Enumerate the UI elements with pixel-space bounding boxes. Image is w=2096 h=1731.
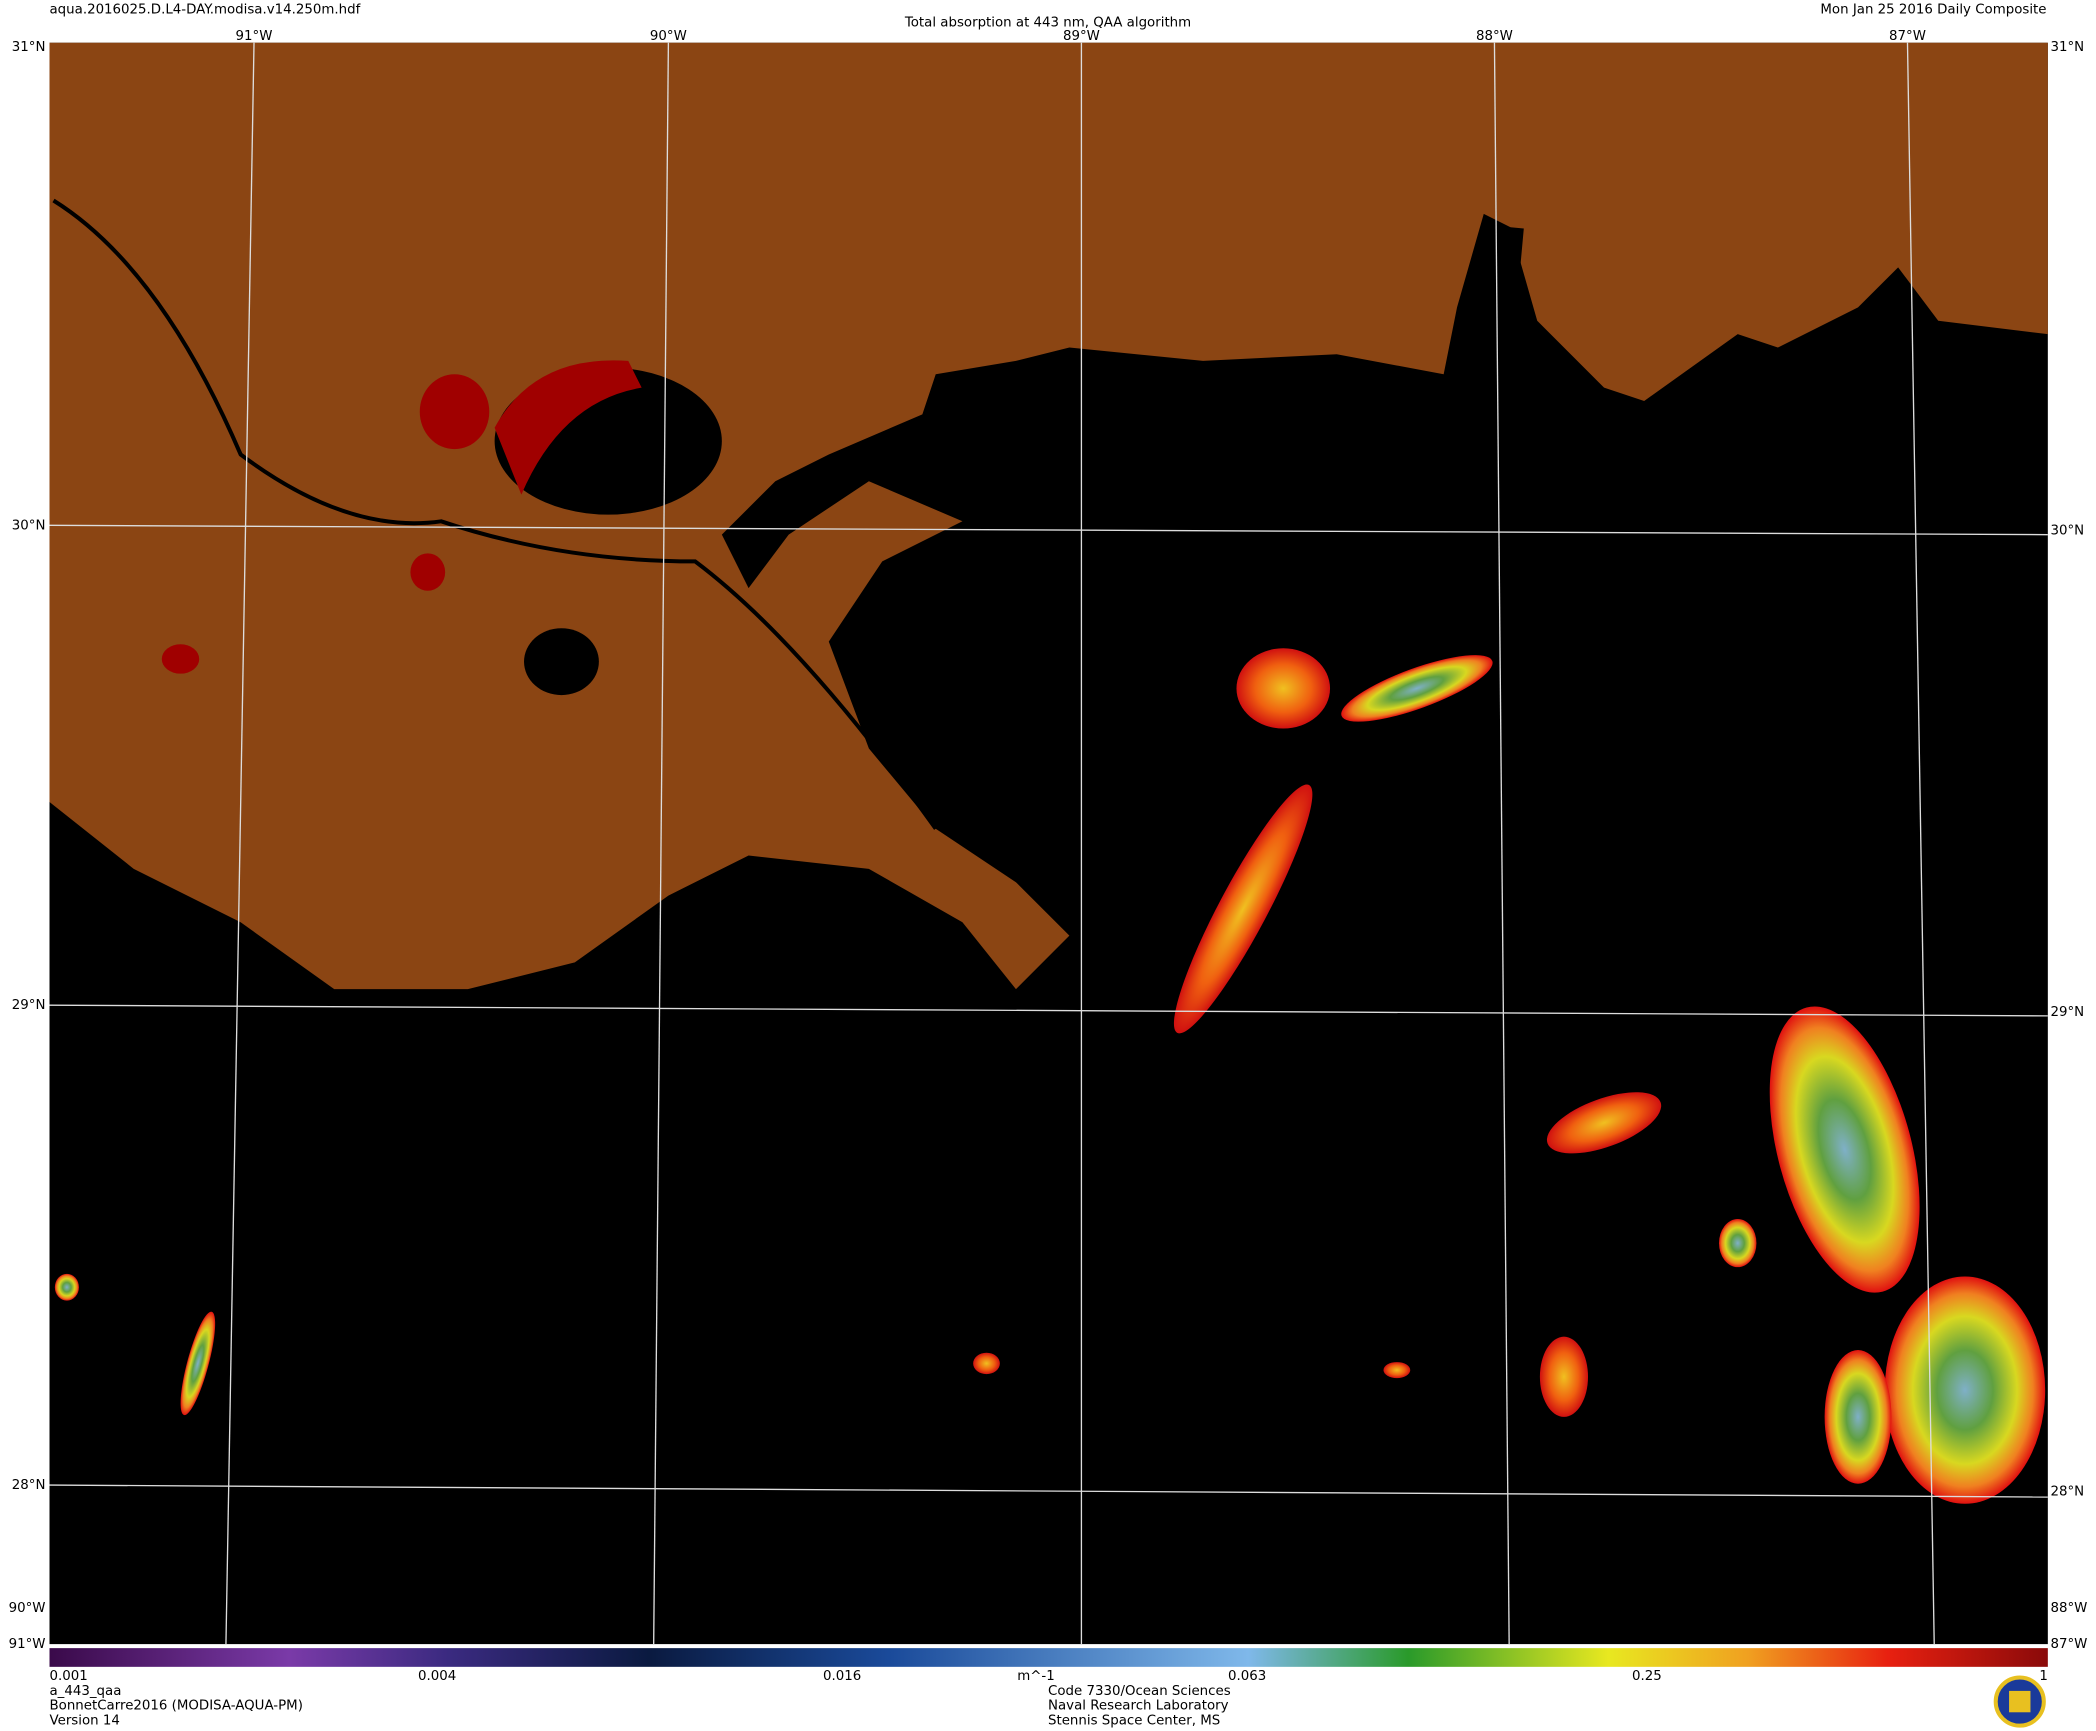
longitude-label: 91°W [236,29,273,44]
latitude-label: 29°N [12,998,46,1013]
footer-center: Stennis Space Center, MS [1048,1713,1220,1728]
colorbar-tick-label: m^-1 [1017,1669,1055,1684]
graticule [49,42,2048,1645]
colorbar-tick-label: 1 [2039,1669,2048,1684]
footer-left: Version 14 [50,1713,120,1728]
file-name: aqua.2016025.D.L4-DAY.modisa.v14.250m.hd… [50,2,361,17]
latitude-label: 29°N [2051,1005,2085,1020]
colorbar-tick-label: 0.063 [1228,1669,1266,1684]
latitude-label: 30°N [12,518,46,533]
colorbar-tick-label: 0.004 [418,1669,456,1684]
nrl-logo [1993,1675,2046,1728]
longitude-label: 87°W [2051,1637,2088,1652]
map-title: Total absorption at 443 nm, QAA algorith… [904,16,1191,31]
longitude-label: 91°W [9,1637,46,1652]
footer-left: a_443_qaa [50,1684,122,1699]
colorbar-tick-label: 0.016 [823,1669,861,1684]
colorbar-tick-label: 0.25 [1632,1669,1662,1684]
footer-center: Naval Research Laboratory [1048,1699,1229,1714]
graticule-labels: 91°W 90°W 89°W 88°W 87°W 31°N 31°N 30°N 30°N 29°N… [9,29,2088,1652]
longitude-label: 87°W [1889,29,1926,44]
latitude-label: 31°N [12,40,46,55]
colorbar-ticks: 0.001 0.004 0.016 m^-1 0.063 0.25 1 [50,1669,2048,1684]
algal-blooms [54,648,2046,1504]
date-label: Mon Jan 25 2016 Daily Composite [1820,2,2046,17]
colorbar [49,1648,2048,1667]
latitude-label: 28°N [12,1478,46,1493]
longitude-label: 89°W [1063,29,1100,44]
footer-center: Code 7330/Ocean Sciences [1048,1684,1231,1699]
longitude-label: 90°W [650,29,687,44]
longitude-label: 88°W [2051,1601,2088,1616]
latitude-label: 30°N [2051,524,2085,539]
longitude-label: 90°W [9,1601,46,1616]
latitude-label: 28°N [2051,1485,2085,1500]
longitude-label: 88°W [1476,29,1513,44]
latitude-label: 31°N [2051,40,2085,55]
footer-left: BonnetCarre2016 (MODISA-AQUA-PM) [50,1699,303,1714]
colorbar-tick-label: 0.001 [50,1669,88,1684]
